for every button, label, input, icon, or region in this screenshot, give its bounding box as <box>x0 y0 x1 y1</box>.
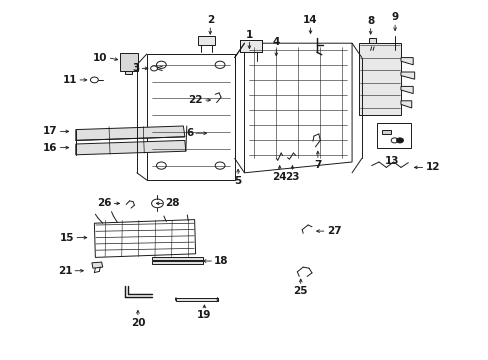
Text: 23: 23 <box>285 172 299 182</box>
Text: 28: 28 <box>165 198 180 208</box>
Polygon shape <box>176 298 217 301</box>
Polygon shape <box>198 36 215 45</box>
Polygon shape <box>151 261 203 264</box>
Text: 14: 14 <box>303 15 317 25</box>
Polygon shape <box>120 53 138 71</box>
Text: 8: 8 <box>366 16 373 26</box>
Polygon shape <box>400 58 412 65</box>
Text: 6: 6 <box>185 128 193 138</box>
Text: 26: 26 <box>97 198 111 208</box>
Text: 20: 20 <box>130 318 145 328</box>
Text: 2: 2 <box>206 15 213 25</box>
Polygon shape <box>359 43 400 115</box>
Text: 18: 18 <box>214 256 228 266</box>
Polygon shape <box>400 86 412 94</box>
Polygon shape <box>76 126 184 140</box>
Text: 3: 3 <box>132 63 139 73</box>
Text: 15: 15 <box>60 233 74 243</box>
Polygon shape <box>400 101 411 108</box>
Text: 5: 5 <box>234 176 241 186</box>
Circle shape <box>396 138 403 143</box>
Polygon shape <box>151 257 203 260</box>
Polygon shape <box>92 262 102 268</box>
Text: 4: 4 <box>272 37 280 47</box>
Polygon shape <box>382 130 390 134</box>
Text: 7: 7 <box>313 160 321 170</box>
Text: 24: 24 <box>272 172 286 182</box>
Bar <box>376 123 410 148</box>
Polygon shape <box>400 72 414 79</box>
Text: 19: 19 <box>197 310 211 320</box>
Text: 27: 27 <box>326 226 341 236</box>
Text: 1: 1 <box>245 30 252 40</box>
Text: 22: 22 <box>188 95 203 105</box>
Text: 13: 13 <box>384 156 399 166</box>
Text: 16: 16 <box>43 143 58 153</box>
Text: 21: 21 <box>58 266 72 276</box>
Text: 10: 10 <box>93 53 107 63</box>
Text: 25: 25 <box>293 286 307 296</box>
Text: 17: 17 <box>43 126 58 136</box>
Polygon shape <box>124 71 132 74</box>
Polygon shape <box>368 38 375 47</box>
Text: 11: 11 <box>62 75 77 85</box>
Polygon shape <box>76 140 185 155</box>
Polygon shape <box>239 40 261 52</box>
Text: 9: 9 <box>391 12 398 22</box>
Text: 12: 12 <box>425 162 439 172</box>
